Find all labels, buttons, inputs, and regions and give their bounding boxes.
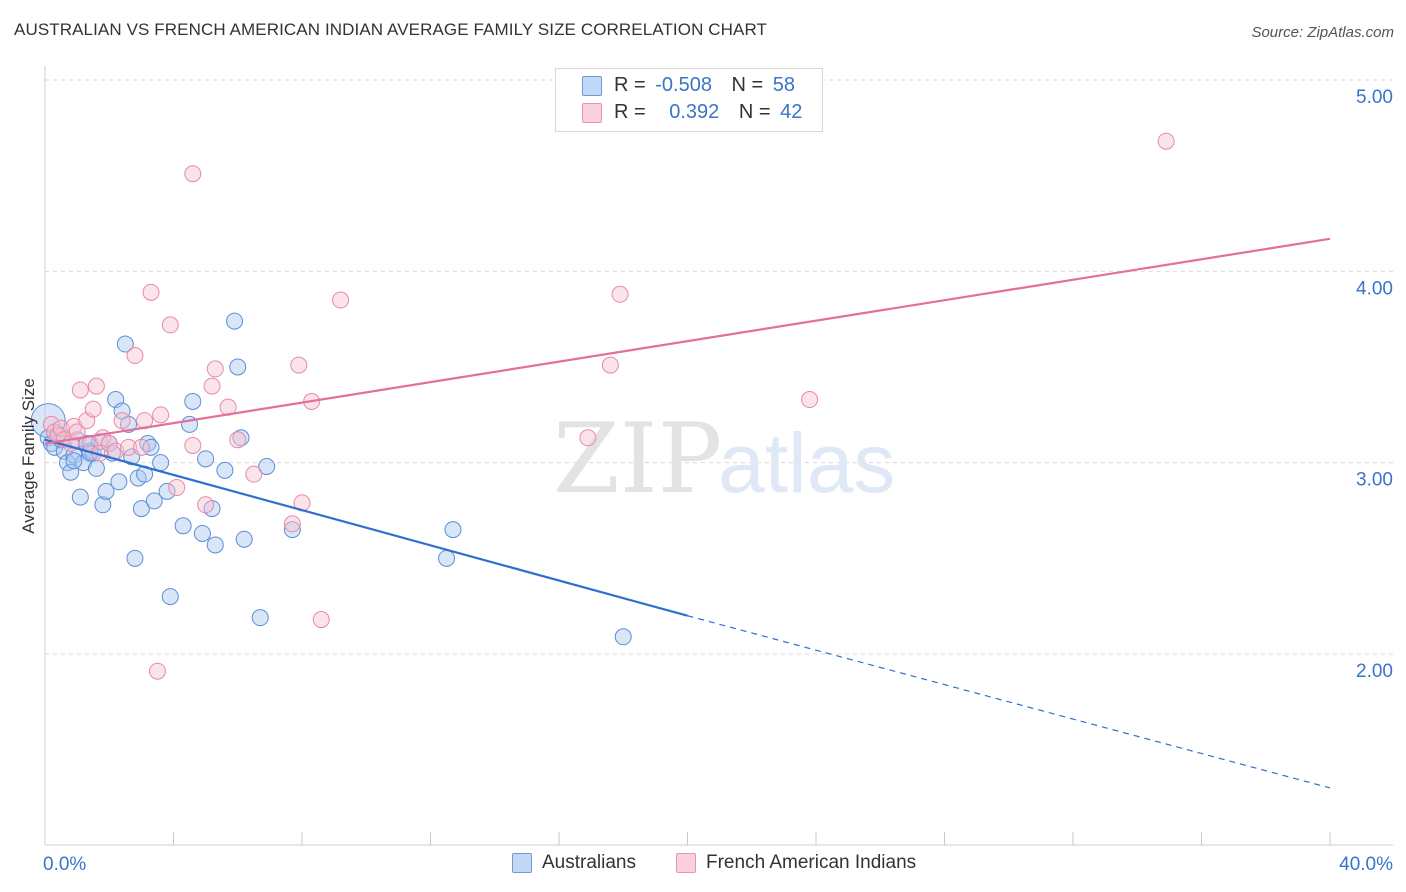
series-australians-points: [30, 312, 632, 646]
data-point-australians: [251, 609, 269, 627]
data-point-australians: [145, 492, 163, 510]
data-point-french-american-indians: [290, 356, 308, 374]
bottom-legend-label: French American Indians: [706, 852, 917, 873]
tick-labels: 2.00 3.00 4.00 5.00 0.0% 40.0%: [43, 87, 1393, 875]
data-point-french-american-indians: [283, 515, 301, 533]
legend-n-value: 58: [772, 74, 796, 96]
data-point-french-american-indians: [84, 400, 102, 418]
chart-title: AUSTRALIAN VS FRENCH AMERICAN INDIAN AVE…: [14, 20, 768, 39]
data-point-australians: [65, 452, 83, 470]
data-point-french-american-indians: [120, 438, 138, 456]
y-tick-label: 3.00: [1356, 470, 1393, 491]
chart-source: Source: ZipAtlas.com: [1251, 24, 1394, 41]
data-point-french-american-indians: [168, 479, 186, 497]
data-point-french-american-indians: [71, 381, 89, 399]
data-point-french-american-indians: [579, 429, 597, 447]
data-point-australians: [110, 473, 128, 491]
data-point-french-american-indians: [332, 291, 350, 309]
data-point-australians: [614, 628, 632, 646]
data-point-french-american-indians: [229, 431, 247, 449]
legend-n-label: N =: [731, 74, 764, 96]
grid-lines: [45, 79, 1393, 655]
data-point-french-american-indians: [126, 347, 144, 365]
data-point-french-american-indians: [601, 356, 619, 374]
data-point-french-american-indians: [68, 423, 86, 441]
data-point-australians: [206, 536, 224, 554]
data-point-australians: [235, 530, 253, 548]
watermark-atlas: atlas: [718, 416, 895, 510]
watermark: ZIP atlas: [553, 403, 895, 515]
legend-n-label: N =: [738, 101, 771, 123]
data-point-australians: [94, 496, 112, 514]
x-tick-label-min: 0.0%: [43, 854, 86, 875]
data-point-french-american-indians: [184, 436, 202, 454]
legend-swatch-blue: [582, 76, 602, 96]
y-axis-label: Average Family Size: [19, 378, 38, 534]
data-point-australians: [444, 521, 462, 539]
bottom-legend-label: Australians: [542, 852, 636, 873]
trend-line-french-american-indians: [44, 237, 1331, 445]
legend-swatch-pink: [582, 103, 602, 123]
trend-lines: [44, 237, 1331, 789]
data-point-french-american-indians: [197, 496, 215, 514]
data-point-french-american-indians: [184, 165, 202, 183]
data-point-australians: [184, 392, 202, 410]
data-point-french-american-indians: [206, 360, 224, 378]
y-tick-label: 4.00: [1356, 278, 1393, 299]
data-point-french-american-indians: [87, 377, 105, 395]
data-point-australians: [229, 358, 247, 376]
data-point-australians: [158, 482, 176, 500]
data-point-french-american-indians: [203, 377, 221, 395]
trend-line-australians-extrapolated: [687, 615, 1331, 789]
legend-r-value: -0.508: [655, 74, 712, 96]
y-tick-label: 2.00: [1356, 661, 1393, 682]
y-tick-label: 5.00: [1356, 87, 1393, 108]
watermark-zip: ZIP: [553, 403, 722, 515]
data-point-french-american-indians: [801, 391, 819, 409]
data-point-australians: [97, 482, 115, 500]
data-point-french-american-indians: [1157, 132, 1175, 150]
data-point-australians: [174, 517, 192, 535]
data-point-australians: [116, 335, 134, 353]
data-point-french-american-indians: [152, 406, 170, 424]
correlation-legend: R = -0.508 N = 58 R = 0.392 N = 42: [555, 68, 823, 132]
series-french-american-indians-points: [42, 132, 1175, 680]
trend-line-australians: [44, 438, 688, 617]
data-point-french-american-indians: [245, 465, 263, 483]
data-point-french-american-indians: [161, 316, 179, 334]
data-point-australians: [71, 488, 89, 506]
data-point-australians: [283, 521, 301, 539]
data-point-french-american-indians: [312, 611, 330, 629]
data-point-australians: [193, 524, 211, 542]
data-point-french-american-indians: [132, 438, 150, 456]
legend-r-label: R =: [614, 101, 646, 123]
data-point-australians: [161, 588, 179, 606]
data-point-australians: [232, 429, 250, 447]
data-point-australians: [126, 549, 144, 567]
legend-r-value: 0.392: [669, 101, 720, 123]
legend-n-value: 42: [780, 101, 803, 123]
data-point-australians: [216, 461, 234, 479]
bottom-legend-swatch-pink: [676, 853, 696, 873]
data-point-australians: [197, 450, 215, 468]
data-point-australians: [226, 312, 244, 330]
data-point-french-american-indians: [113, 412, 131, 430]
axes: [44, 66, 1393, 846]
legend-r-label: R =: [614, 74, 646, 96]
data-point-australians: [152, 454, 170, 472]
data-point-australians: [258, 457, 276, 475]
data-point-french-american-indians: [611, 285, 629, 303]
data-point-australians: [132, 500, 150, 518]
data-point-australians: [87, 459, 105, 477]
data-point-french-american-indians: [148, 662, 166, 680]
data-point-australians: [142, 438, 160, 456]
data-point-french-american-indians: [142, 283, 160, 301]
x-tick-label-max: 40.0%: [1339, 854, 1393, 875]
data-point-australians: [438, 549, 456, 567]
bottom-legend-swatch-blue: [512, 853, 532, 873]
